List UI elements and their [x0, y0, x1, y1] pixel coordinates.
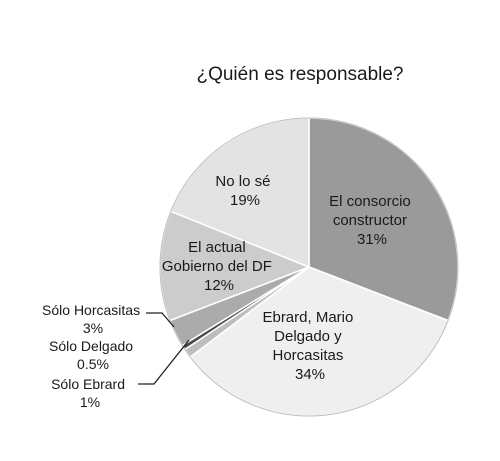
leader-lines — [138, 312, 190, 385]
slice-label-horcasitas-value: 3% — [83, 320, 103, 336]
slice-label-consorcio: El consorcio constructor 31% — [329, 193, 415, 248]
slice-label-delgado: Sólo Delgado 0.5% — [49, 338, 137, 372]
slice-label-delgado-line1: Sólo Delgado — [49, 338, 133, 354]
slice-label-nolose-line1: No lo sé — [215, 173, 270, 190]
slice-label-nolose: No lo sé 19% — [215, 173, 274, 209]
pie-slices — [159, 117, 459, 417]
slice-label-ebrard-line1: Sólo Ebrard — [51, 376, 125, 392]
slice-label-ebrard-delgado-line1: Ebrard, Mario — [262, 309, 353, 326]
slice-label-nolose-value: 19% — [230, 192, 260, 209]
slice-label-consorcio-line1: El consorcio — [329, 193, 411, 210]
slice-label-ebrard-delgado: Ebrard, Mario Delgado y Horcasitas 34% — [262, 309, 357, 383]
pie-outline — [159, 117, 459, 417]
slice-label-ebrard-delgado-line3: Horcasitas — [272, 347, 343, 364]
slice-label-ebrard-value: 1% — [80, 394, 100, 410]
slice-label-delgado-value: 0.5% — [77, 356, 109, 372]
slice-label-horcasitas: Sólo Horcasitas 3% — [42, 302, 144, 336]
slice-label-horcasitas-line1: Sólo Horcasitas — [42, 302, 140, 318]
slice-label-ebrard-delgado-value: 34% — [295, 366, 325, 383]
leader-line-horcasitas — [146, 312, 175, 328]
chart-title: ¿Quién es responsable? — [196, 64, 403, 85]
slice-label-gobierno-value: 12% — [204, 277, 234, 294]
slice-label-consorcio-value: 31% — [357, 231, 387, 248]
leader-line-ebrard — [138, 339, 190, 385]
slice-label-gobierno: El actual Gobierno del DF 12% — [162, 239, 276, 294]
slice-label-consorcio-line2: constructor — [333, 212, 407, 229]
slice-label-ebrard: Sólo Ebrard 1% — [51, 376, 129, 410]
slice-label-gobierno-line1: El actual — [188, 239, 246, 256]
slice-label-gobierno-line2: Gobierno del DF — [162, 258, 272, 275]
slice-label-ebrard-delgado-line2: Delgado y — [274, 328, 342, 345]
